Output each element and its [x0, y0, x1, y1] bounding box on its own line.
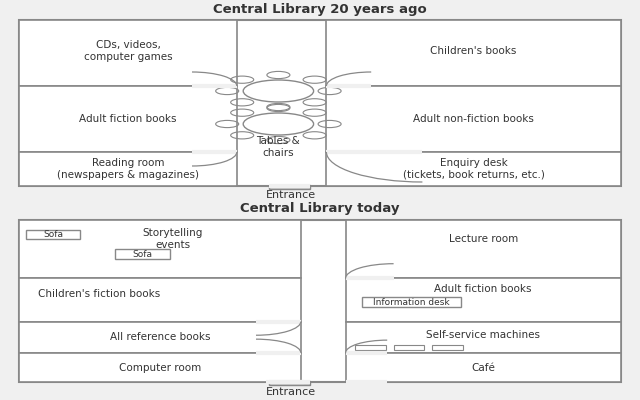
Bar — [26, 230, 80, 239]
Text: Adult non-fiction books: Adult non-fiction books — [413, 114, 534, 124]
Bar — [346, 278, 621, 322]
Text: Café: Café — [471, 362, 495, 372]
Text: Entrance: Entrance — [266, 190, 316, 200]
Text: Information desk: Information desk — [373, 298, 450, 307]
Text: Adult fiction books: Adult fiction books — [435, 284, 532, 294]
Bar — [19, 86, 237, 152]
Text: Central Library 20 years ago: Central Library 20 years ago — [213, 2, 427, 16]
Bar — [326, 152, 621, 186]
Text: Central Library today: Central Library today — [240, 202, 400, 215]
Text: Children's books: Children's books — [431, 46, 516, 56]
Bar — [346, 220, 621, 278]
Bar — [115, 249, 170, 259]
Bar — [355, 346, 386, 350]
Text: Adult fiction books: Adult fiction books — [79, 114, 177, 124]
Bar — [19, 322, 301, 353]
Text: Entrance: Entrance — [266, 387, 316, 397]
Text: CDs, videos,
computer games: CDs, videos, computer games — [84, 40, 172, 62]
Bar — [269, 185, 310, 189]
Bar — [346, 353, 621, 382]
Bar — [394, 346, 424, 350]
Bar — [19, 20, 237, 86]
Bar — [19, 20, 621, 186]
Text: Enquiry desk
(tickets, book returns, etc.): Enquiry desk (tickets, book returns, etc… — [403, 158, 545, 180]
Bar — [19, 278, 301, 322]
Bar — [362, 298, 461, 307]
Bar — [326, 20, 621, 86]
Bar — [269, 381, 310, 385]
Bar — [432, 346, 463, 350]
Text: All reference books: All reference books — [109, 332, 211, 342]
Text: Lecture room: Lecture room — [449, 234, 518, 244]
Bar — [19, 353, 301, 382]
Text: Sofa: Sofa — [43, 230, 63, 239]
Text: Children's fiction books: Children's fiction books — [38, 289, 161, 299]
Text: Reading room
(newspapers & magazines): Reading room (newspapers & magazines) — [57, 158, 199, 180]
Text: Tables &
chairs: Tables & chairs — [257, 136, 300, 158]
Text: Storytelling
events: Storytelling events — [143, 228, 203, 250]
Text: Computer room: Computer room — [119, 362, 201, 372]
Bar — [346, 322, 621, 353]
Text: Self-service machines: Self-service machines — [426, 330, 540, 340]
Bar — [326, 86, 621, 152]
Bar — [19, 220, 301, 278]
Text: Sofa: Sofa — [132, 250, 153, 258]
Bar — [19, 152, 237, 186]
Bar — [19, 220, 621, 382]
